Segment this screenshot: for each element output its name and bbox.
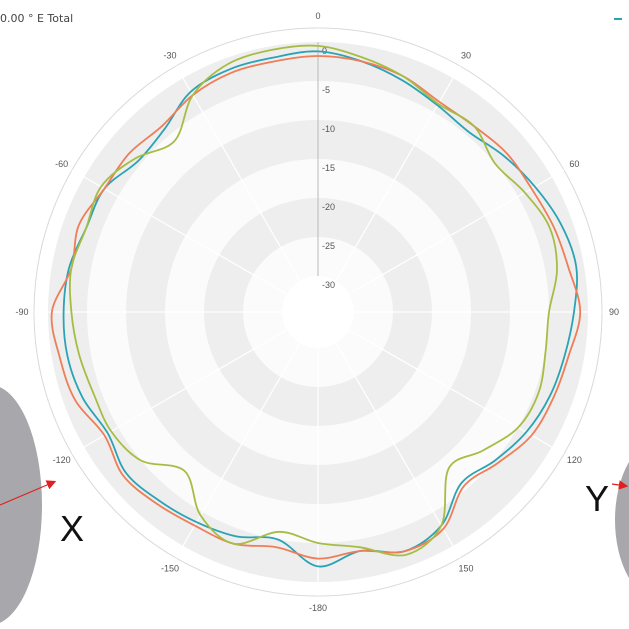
spoke <box>335 342 461 559</box>
angle-tick-label: 120 <box>567 455 582 465</box>
angle-tick-label: -60 <box>55 159 68 169</box>
annotation-arrows <box>0 480 629 506</box>
angle-tick-label: -30 <box>163 51 176 61</box>
right-disc <box>615 462 629 578</box>
left-disc <box>0 387 42 623</box>
angle-tick-label: 150 <box>458 563 473 573</box>
radial-tick-label: 0 <box>322 46 327 56</box>
radial-tick-labels: 0 -5 -10 -15 -20 -25 -30 <box>322 46 335 290</box>
angle-tick-label: -150 <box>161 563 179 573</box>
annotation-y: Y <box>585 478 610 519</box>
arrow-x <box>0 480 57 506</box>
angle-tick-label: -180 <box>309 603 327 613</box>
radial-tick-label: -15 <box>322 163 335 173</box>
angle-tick-label: -90 <box>15 307 28 317</box>
annotation-x: X <box>60 508 85 549</box>
spoke <box>175 65 301 282</box>
series-line-3 <box>68 44 558 557</box>
angle-tick-label: 90 <box>609 307 619 317</box>
angle-tick-label: 0 <box>315 11 320 21</box>
radial-tick-label: -30 <box>322 280 335 290</box>
angle-tick-label: 30 <box>461 51 471 61</box>
spoke <box>348 169 565 295</box>
radial-tick-label: -25 <box>322 241 335 251</box>
radial-tick-label: -20 <box>322 202 335 212</box>
decorative-layer <box>0 387 629 623</box>
radial-tick-label: -10 <box>322 124 335 134</box>
radial-tick-label: -5 <box>322 85 330 95</box>
angle-tick-label: -120 <box>53 455 71 465</box>
center-hole <box>282 276 354 348</box>
legend-marker <box>614 18 622 20</box>
spoke <box>71 169 288 295</box>
series-layer <box>50 44 582 568</box>
spoke <box>348 329 565 455</box>
arrow-y <box>611 480 629 490</box>
series-line-1 <box>62 50 578 568</box>
radial-bands <box>33 27 603 597</box>
angle-tick-label: 60 <box>569 159 579 169</box>
series-line-2 <box>50 55 582 560</box>
chart-title: 0.00 ° E Total <box>0 12 74 25</box>
